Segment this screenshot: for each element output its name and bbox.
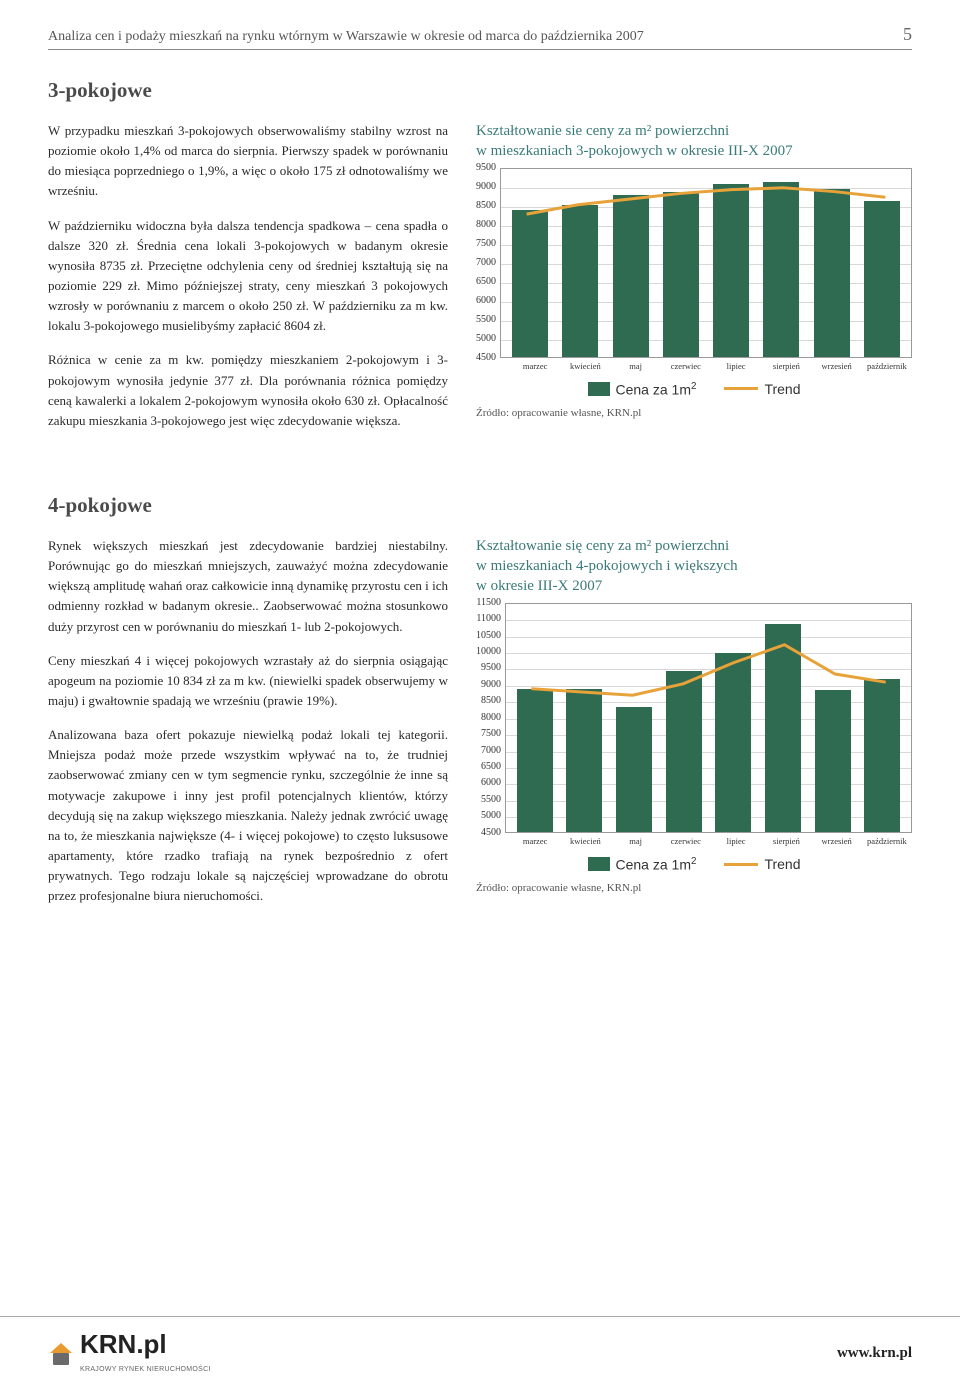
section2-p3: Analizowana baza ofert pokazuje niewielk… [48, 725, 448, 906]
chart1-source: Źródło: opracowanie własne, KRN.pl [476, 407, 912, 419]
page-header: Analiza cen i podaży mieszkań na rynku w… [48, 24, 912, 50]
bar [613, 195, 649, 357]
section1-text: W przypadku mieszkań 3-pokojowych obserw… [48, 121, 448, 445]
x-tick: wrzesień [812, 361, 862, 371]
bar [666, 671, 702, 832]
legend-bar: Cena za 1m2 [588, 381, 697, 398]
header-title: Analiza cen i podaży mieszkań na rynku w… [48, 29, 644, 45]
footer-logo-text: KRN.pl [80, 1329, 167, 1359]
legend-trend-swatch [724, 387, 758, 390]
bar [715, 653, 751, 832]
bar [663, 192, 699, 356]
section2: Rynek większych mieszkań jest zdecydowan… [48, 536, 912, 920]
legend-bar-label-2: Cena za 1m2 [616, 856, 697, 873]
x-tick: maj [611, 361, 661, 371]
bar [763, 182, 799, 357]
x-tick: marzec [510, 361, 560, 371]
x-axis: marzeckwiecieńmajczerwieclipiecsierpieńw… [510, 836, 912, 846]
legend-bar-label: Cena za 1m2 [616, 381, 697, 398]
chart1-column: Kształtowanie sie ceny za m² powierzchni… [476, 121, 912, 445]
section1: W przypadku mieszkań 3-pokojowych obserw… [48, 121, 912, 445]
page-number: 5 [903, 24, 912, 45]
x-tick: październik [862, 361, 912, 371]
section1-p3: Różnica w cenie za m kw. pomiędzy mieszk… [48, 350, 448, 431]
house-body [53, 1353, 69, 1365]
y-axis: 9500900085008000750070006500600055005000… [476, 168, 500, 358]
section2-text: Rynek większych mieszkań jest zdecydowan… [48, 536, 448, 920]
section1-heading: 3-pokojowe [48, 78, 912, 103]
chart1-title-l2: w mieszkaniach 3-pokojowych w okresie II… [476, 143, 793, 159]
x-tick: wrzesień [812, 836, 862, 846]
x-tick: październik [862, 836, 912, 846]
house-roof [50, 1343, 72, 1353]
bar [765, 624, 801, 832]
x-tick: kwiecień [560, 361, 610, 371]
legend-trend-swatch-2 [724, 863, 758, 866]
plot-area [505, 603, 912, 833]
chart2-title-l1: Kształtowanie się ceny za m² powierzchni [476, 538, 729, 554]
chart2-legend: Cena za 1m2 Trend [476, 856, 912, 873]
bar [864, 679, 900, 832]
y-axis: 1150011000105001000095009000850080007500… [476, 603, 505, 833]
bar [517, 689, 553, 832]
legend-trend: Trend [724, 381, 800, 397]
legend-bar-swatch-2 [588, 857, 610, 871]
bars-group [501, 169, 911, 357]
chart1-legend: Cena za 1m2 Trend [476, 381, 912, 398]
x-tick: sierpień [761, 361, 811, 371]
legend-bar-2: Cena za 1m2 [588, 856, 697, 873]
chart1-title-l1: Kształtowanie sie ceny za m² powierzchni [476, 123, 729, 139]
legend-trend-label-2: Trend [764, 856, 800, 872]
bar [815, 690, 851, 831]
chart1-title: Kształtowanie sie ceny za m² powierzchni… [476, 121, 912, 162]
x-tick: lipiec [711, 836, 761, 846]
x-tick: lipiec [711, 361, 761, 371]
plot-area [500, 168, 912, 358]
bars-group [506, 604, 911, 832]
x-axis: marzeckwiecieńmajczerwieclipiecsierpieńw… [510, 361, 912, 371]
legend-bar-swatch [588, 382, 610, 396]
section1-p2: W październiku widoczna była dalsza tend… [48, 216, 448, 337]
legend-trend-2: Trend [724, 856, 800, 872]
bar [616, 707, 652, 832]
footer-logo-sub: KRAJOWY RYNEK NIERUCHOMOŚCI [80, 1366, 211, 1373]
section2-p1: Rynek większych mieszkań jest zdecydowan… [48, 536, 448, 637]
section1-p1: W przypadku mieszkań 3-pokojowych obserw… [48, 121, 448, 202]
chart2-title-l3: w okresie III-X 2007 [476, 578, 602, 594]
bar [713, 184, 749, 357]
bar [814, 189, 850, 357]
chart2: 1150011000105001000095009000850080007500… [476, 603, 912, 846]
section2-p2: Ceny mieszkań 4 i więcej pokojowych wzra… [48, 651, 448, 711]
bar [512, 210, 548, 356]
footer-logo: KRN.pl KRAJOWY RYNEK NIERUCHOMOŚCI [48, 1331, 211, 1376]
x-tick: sierpień [761, 836, 811, 846]
chart2-title-l2: w mieszkaniach 4-pokojowych i większych [476, 558, 738, 574]
bar [562, 205, 598, 357]
x-tick: czerwiec [661, 361, 711, 371]
section2-heading: 4-pokojowe [48, 493, 912, 518]
chart2-column: Kształtowanie się ceny za m² powierzchni… [476, 536, 912, 920]
x-tick: kwiecień [560, 836, 610, 846]
x-tick: maj [611, 836, 661, 846]
x-tick: marzec [510, 836, 560, 846]
chart1: 9500900085008000750070006500600055005000… [476, 168, 912, 371]
x-tick: czerwiec [661, 836, 711, 846]
page-footer: KRN.pl KRAJOWY RYNEK NIERUCHOMOŚCI www.k… [0, 1316, 960, 1394]
house-icon [48, 1341, 74, 1367]
legend-trend-label: Trend [764, 381, 800, 397]
bar [566, 689, 602, 832]
chart2-source: Źródło: opracowanie własne, KRN.pl [476, 882, 912, 894]
footer-url: www.krn.pl [837, 1345, 912, 1362]
chart2-title: Kształtowanie się ceny za m² powierzchni… [476, 536, 912, 597]
bar [864, 201, 900, 357]
